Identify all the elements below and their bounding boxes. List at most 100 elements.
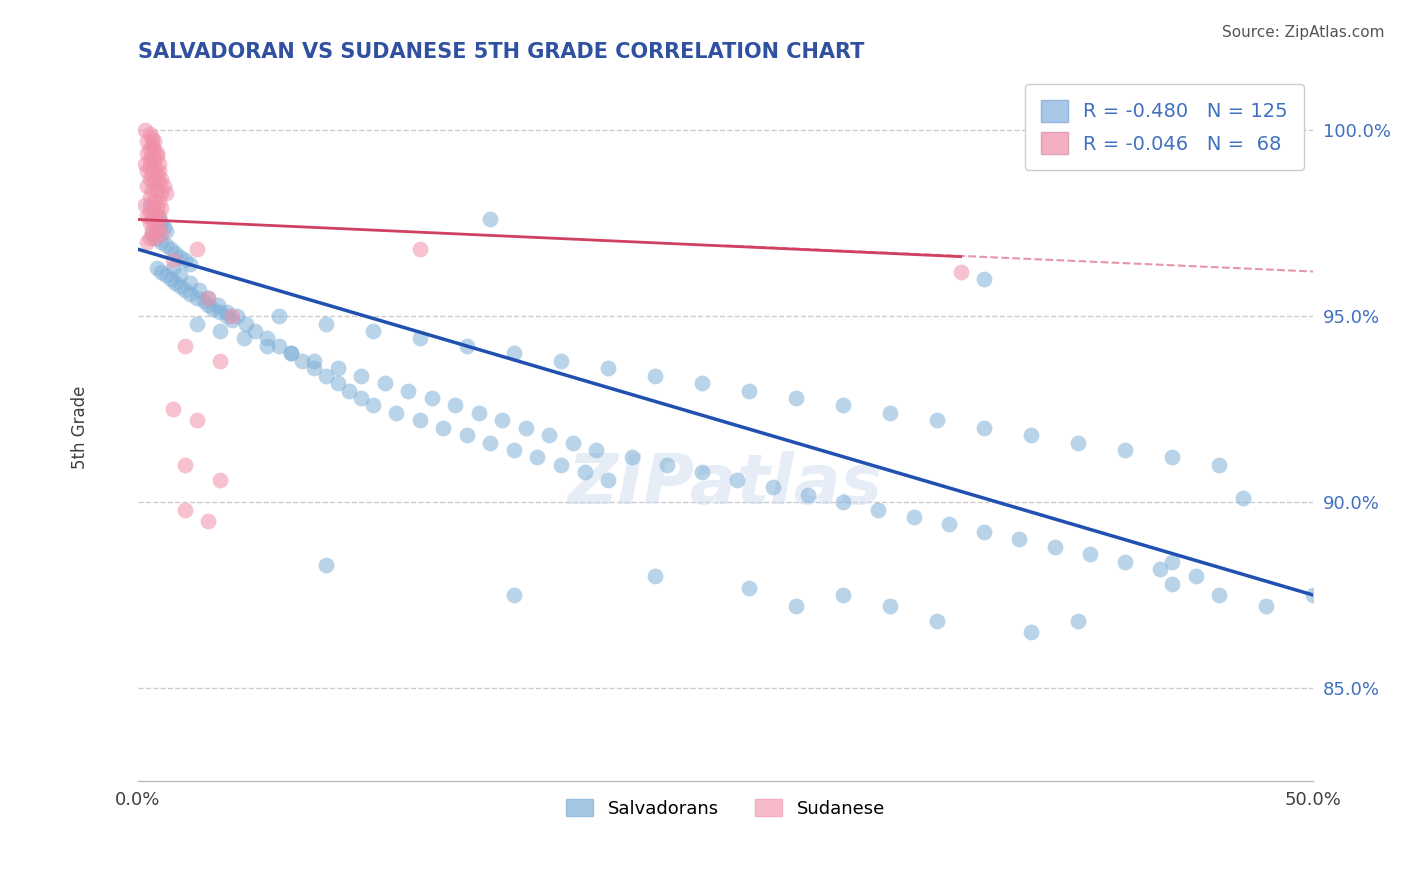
Point — [173, 253, 195, 268]
Point — [973, 272, 995, 286]
Point — [225, 309, 247, 323]
Point — [1208, 458, 1230, 472]
Point — [193, 294, 215, 309]
Text: ZIPatlas: ZIPatlas — [568, 450, 883, 517]
Point — [1008, 533, 1031, 547]
Point — [256, 331, 278, 345]
Point — [143, 134, 166, 148]
Point — [315, 317, 337, 331]
Point — [186, 242, 208, 256]
Point — [385, 406, 408, 420]
Point — [550, 458, 572, 472]
Point — [302, 353, 325, 368]
Point — [1208, 588, 1230, 602]
Point — [138, 205, 160, 219]
Point — [927, 614, 949, 628]
Point — [973, 420, 995, 434]
Point — [148, 175, 170, 189]
Point — [136, 235, 159, 249]
Point — [1067, 614, 1090, 628]
Point — [162, 253, 184, 268]
Point — [173, 339, 195, 353]
Point — [169, 250, 191, 264]
Text: SALVADORAN VS SUDANESE 5TH GRADE CORRELATION CHART: SALVADORAN VS SUDANESE 5TH GRADE CORRELA… — [138, 42, 865, 62]
Point — [143, 205, 166, 219]
Point — [197, 514, 219, 528]
Point — [538, 428, 561, 442]
Point — [973, 524, 995, 539]
Point — [949, 264, 972, 278]
Point — [396, 384, 419, 398]
Point — [526, 450, 548, 465]
Point — [574, 466, 596, 480]
Point — [868, 502, 890, 516]
Point — [1043, 540, 1066, 554]
Point — [1256, 599, 1278, 614]
Point — [644, 368, 666, 383]
Point — [202, 301, 225, 316]
Point — [832, 588, 855, 602]
Point — [503, 588, 526, 602]
Point — [136, 134, 159, 148]
Point — [138, 171, 160, 186]
Point — [456, 428, 478, 442]
Point — [209, 473, 232, 487]
Point — [1161, 577, 1184, 591]
Point — [145, 168, 167, 182]
Point — [339, 384, 361, 398]
Point — [561, 435, 583, 450]
Point — [169, 279, 191, 293]
Point — [155, 224, 177, 238]
Point — [938, 517, 960, 532]
Point — [148, 212, 170, 227]
Point — [1114, 443, 1136, 458]
Point — [409, 242, 432, 256]
Point — [148, 164, 170, 178]
Point — [159, 242, 181, 256]
Point — [585, 443, 607, 458]
Point — [150, 264, 173, 278]
Point — [165, 246, 187, 260]
Point — [136, 145, 159, 160]
Point — [141, 138, 163, 153]
Point — [903, 510, 925, 524]
Point — [179, 276, 201, 290]
Point — [134, 197, 156, 211]
Point — [245, 324, 267, 338]
Point — [302, 361, 325, 376]
Point — [690, 376, 713, 390]
Point — [143, 216, 166, 230]
Point — [186, 291, 208, 305]
Point — [1067, 435, 1090, 450]
Point — [143, 153, 166, 167]
Point — [361, 324, 384, 338]
Point — [186, 413, 208, 427]
Point — [221, 313, 243, 327]
Point — [197, 291, 219, 305]
Point — [141, 130, 163, 145]
Point — [197, 291, 219, 305]
Point — [655, 458, 678, 472]
Point — [1184, 569, 1206, 583]
Point — [479, 435, 502, 450]
Point — [1161, 555, 1184, 569]
Point — [409, 413, 432, 427]
Point — [138, 197, 160, 211]
Point — [256, 339, 278, 353]
Point — [235, 317, 257, 331]
Point — [150, 202, 173, 216]
Point — [267, 339, 290, 353]
Point — [143, 175, 166, 189]
Point — [150, 186, 173, 201]
Point — [725, 473, 748, 487]
Point — [280, 346, 302, 360]
Point — [217, 309, 239, 323]
Point — [143, 205, 166, 219]
Point — [150, 227, 173, 242]
Point — [361, 398, 384, 412]
Point — [186, 317, 208, 331]
Point — [832, 495, 855, 509]
Y-axis label: 5th Grade: 5th Grade — [72, 386, 89, 469]
Point — [141, 212, 163, 227]
Point — [644, 569, 666, 583]
